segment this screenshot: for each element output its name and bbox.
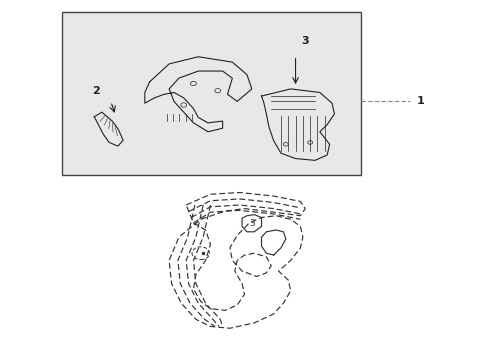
Bar [62, 12, 361, 175]
Text: 1: 1 [416, 96, 424, 107]
Text: 3: 3 [301, 36, 308, 46]
Text: 3: 3 [248, 220, 254, 229]
Text: 2: 2 [92, 86, 100, 96]
